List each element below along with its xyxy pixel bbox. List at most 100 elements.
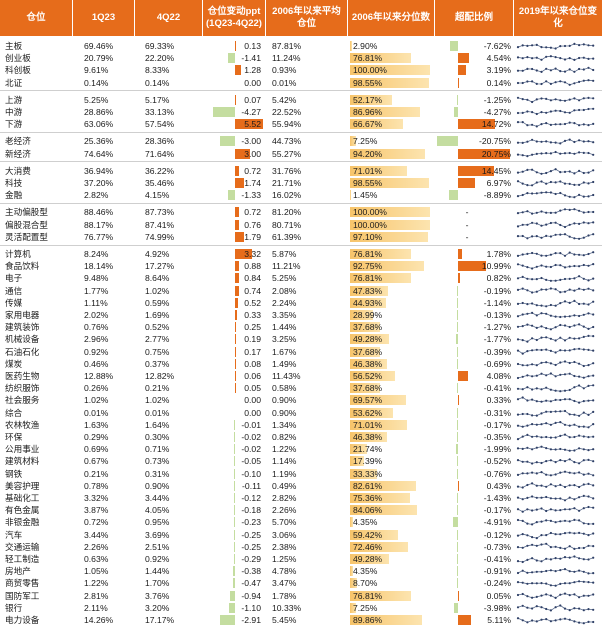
- value-overweight: -: [465, 207, 469, 218]
- value-avg-position: 1.22%: [272, 444, 297, 455]
- trend-sparkline: [516, 55, 595, 62]
- sparkline-point: [587, 506, 590, 509]
- overweight-bar: [456, 358, 458, 369]
- sparkline-point: [568, 398, 571, 401]
- overweight-bar-cell: [436, 577, 512, 589]
- value-ppt-change: -0.05: [241, 456, 261, 467]
- sparkline-point: [549, 459, 552, 462]
- sparkline-point: [526, 399, 529, 402]
- sparkline-point: [545, 111, 548, 114]
- value-avg-position: 3.47%: [272, 578, 297, 589]
- sparkline-point: [578, 580, 581, 583]
- sparkline-point: [573, 71, 576, 74]
- ppt-bar-cell: [205, 504, 263, 516]
- row-name: 通信: [5, 285, 23, 296]
- value-avg-position: 0.49%: [272, 480, 297, 491]
- value-avg-position: 1.78%: [272, 590, 297, 601]
- sparkline-point: [545, 510, 548, 513]
- sparkline-point: [592, 544, 595, 547]
- overweight-bar-cell: [436, 260, 512, 272]
- sparkline-point: [549, 531, 552, 534]
- sparkline-point: [521, 546, 524, 549]
- percentile-bar-cell: [350, 231, 432, 243]
- sparkline-point: [521, 581, 524, 585]
- sparkline-point: [587, 182, 590, 185]
- ppt-bar-cell: [205, 577, 263, 589]
- value-overweight: 4.08%: [486, 371, 511, 381]
- sparkline-point: [587, 252, 590, 256]
- sparkline-point: [592, 572, 595, 575]
- sparkline-point: [587, 348, 590, 351]
- overweight-bar-cell: [436, 135, 512, 147]
- sparkline-point: [545, 234, 548, 237]
- sparkline-point: [582, 522, 585, 525]
- trend-sparkline: [516, 263, 595, 270]
- ppt-bar: [235, 65, 242, 76]
- table-row: 大消费 36.94% 36.22% 0.72 31.76% 71.01% 14.45%: [0, 165, 602, 177]
- overweight-bar-cell: [436, 516, 512, 528]
- sparkline-point: [578, 347, 581, 350]
- sparkline-point: [554, 584, 557, 588]
- ppt-bar: [233, 529, 235, 540]
- ppt-bar-cell: [205, 565, 263, 577]
- ppt-bar: [235, 334, 237, 345]
- sparkline-point: [578, 68, 581, 71]
- sparkline-point: [545, 79, 548, 82]
- sparkline-point: [516, 447, 520, 450]
- sparkline-point: [531, 302, 534, 305]
- value-ppt-change: 0.07: [244, 94, 261, 105]
- sparkline-point: [592, 141, 595, 144]
- sparkline-point: [587, 572, 590, 575]
- sparkline-point: [573, 347, 576, 350]
- sparkline-point: [582, 473, 585, 476]
- sparkline-point: [573, 547, 576, 550]
- value-ppt-change: -0.11: [242, 480, 261, 491]
- row-name: 中游: [5, 107, 23, 117]
- ppt-bar-cell: [205, 64, 263, 76]
- sparkline-point: [592, 153, 595, 156]
- sparkline-point: [573, 265, 576, 268]
- sparkline-point: [559, 152, 562, 155]
- sparkline-point: [592, 232, 595, 236]
- header-avg-position: 2006年以来平均仓位: [266, 0, 347, 36]
- sparkline-point: [549, 584, 552, 587]
- sparkline-point: [587, 384, 590, 388]
- percentile-bar: [350, 395, 406, 406]
- ppt-bar-cell: [205, 135, 263, 147]
- overweight-bar-cell: [436, 177, 512, 189]
- table-row: 基础化工 3.32% 3.44% -0.12 2.82% 75.36% -1.43%: [0, 492, 602, 504]
- sparkline-point: [545, 485, 548, 488]
- value-overweight: -1.27%: [483, 322, 511, 333]
- ppt-bar-cell: [205, 148, 263, 160]
- value-1q23: 0.01%: [84, 407, 109, 418]
- sparkline-point: [587, 327, 590, 331]
- sparkline-point: [540, 304, 543, 307]
- overweight-bar-cell: [436, 94, 512, 106]
- percentile-bar: [350, 207, 430, 218]
- sparkline-point: [573, 531, 576, 534]
- trend-sparkline: [516, 617, 595, 625]
- ppt-bar: [235, 285, 239, 296]
- sparkline-point: [568, 278, 571, 281]
- value-ppt-change: 0.17: [244, 346, 261, 357]
- sparkline-point: [592, 374, 595, 377]
- sparkline-point: [545, 542, 548, 545]
- sparkline-point: [573, 620, 576, 623]
- sparkline-point: [521, 211, 524, 214]
- trend-sparkline: [516, 275, 595, 283]
- sparkline-point: [592, 44, 595, 47]
- value-percentile: 100.00%: [353, 219, 387, 230]
- sparkline-point: [582, 302, 585, 305]
- sparkline-point: [582, 236, 585, 239]
- value-1q23: 69.46%: [84, 41, 114, 51]
- sparkline-point: [568, 326, 571, 329]
- value-4q22: 28.36%: [145, 136, 175, 147]
- value-1q23: 0.21%: [84, 468, 109, 479]
- sparkline-point: [549, 221, 552, 224]
- value-percentile: 98.55%: [353, 77, 383, 88]
- value-1q23: 74.64%: [84, 148, 114, 159]
- sparkline-point: [592, 435, 595, 438]
- value-avg-position: 2.08%: [272, 285, 297, 296]
- overweight-bar: [453, 517, 458, 528]
- trend-sparkline: [516, 433, 595, 441]
